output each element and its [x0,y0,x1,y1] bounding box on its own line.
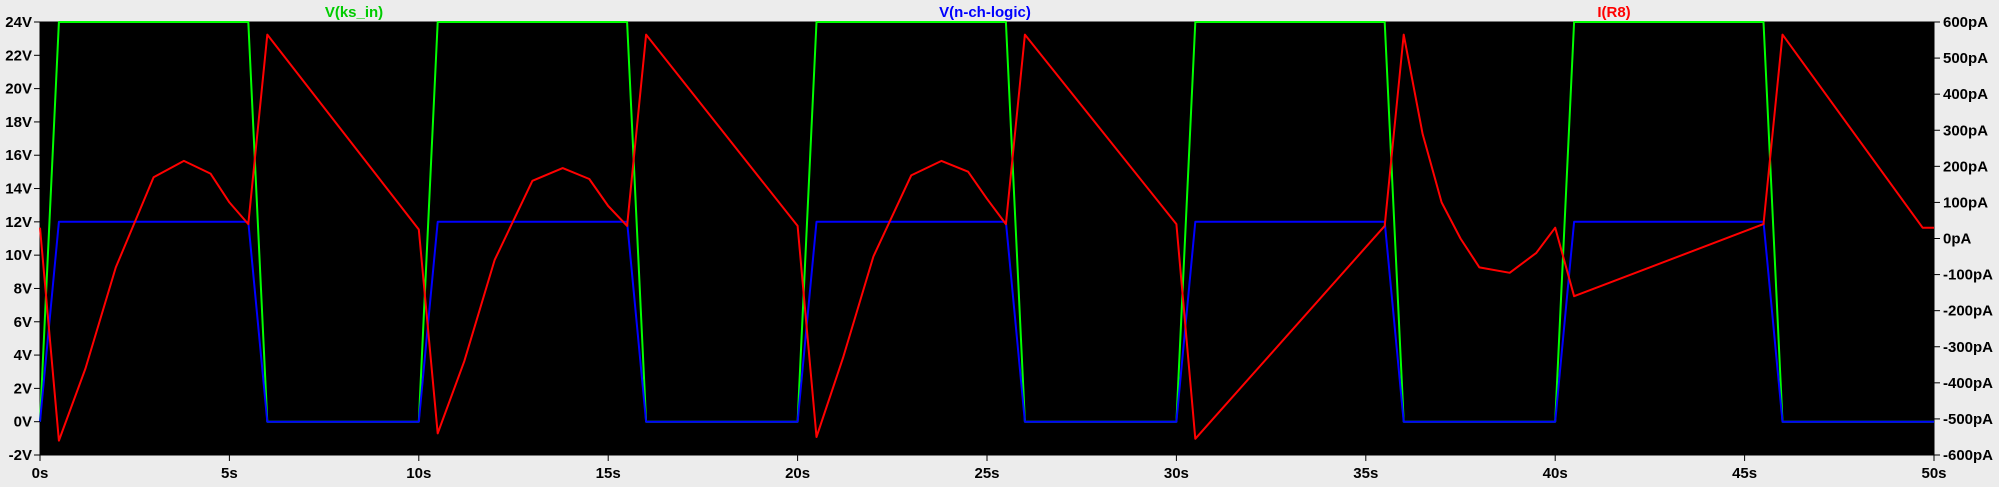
bottom-tick-label: 50s [1921,465,1946,482]
left-tick-label: 18V [5,114,32,131]
plot-area[interactable] [39,21,1935,456]
right-tick-label: 400pA [1943,86,1988,103]
legend-label-v-ks-in[interactable]: V(ks_in) [325,4,383,21]
right-tick-label: 200pA [1943,158,1988,175]
bottom-axis: 0s 5s 10s 15s 20s 25s 30s 35s 40s 45s 50s [32,455,1947,482]
bottom-tick-label: 25s [974,465,999,482]
right-tick-label: -400pA [1943,375,1993,392]
legend: V(ks_in) V(n-ch-logic) I(R8) [325,4,1631,21]
bottom-tick-label: 30s [1164,465,1189,482]
right-axis: -600pA -500pA -400pA -300pA -200pA -100pA 0pA 1… [1934,14,1993,464]
bottom-tick-label: 5s [221,465,238,482]
bottom-tick-label: 45s [1732,465,1757,482]
legend-label-v-n-ch-logic[interactable]: V(n-ch-logic) [939,4,1031,21]
bottom-tick-label: 0s [32,465,49,482]
left-tick-label: 2V [14,380,32,397]
bottom-tick-label: 35s [1353,465,1378,482]
series-layer [39,21,1934,442]
left-tick-label: 10V [5,247,32,264]
left-tick-label: 8V [14,280,32,297]
bottom-tick-label: 15s [596,465,621,482]
right-tick-label: -100pA [1943,267,1993,284]
right-tick-label: -300pA [1943,339,1993,356]
left-tick-label: -2V [9,447,32,464]
right-tick-label: 100pA [1943,194,1988,211]
left-tick-label: 6V [14,314,32,331]
legend-label-i-r8[interactable]: I(R8) [1597,4,1630,21]
right-tick-label: 500pA [1943,50,1988,67]
left-tick-label: 22V [5,47,32,64]
left-tick-label: 4V [14,347,32,364]
left-tick-label: 20V [5,81,32,98]
right-tick-label: 300pA [1943,122,1988,139]
bottom-tick-label: 20s [785,465,810,482]
left-tick-label: 16V [5,147,32,164]
left-tick-label: 0V [14,414,32,431]
right-tick-label: -200pA [1943,303,1993,320]
left-tick-label: 24V [5,14,32,31]
left-axis: -2V 0V 2V 4V 6V 8V 10V 12V 14V 16V 18V 20V 22V 24V [5,14,40,464]
left-tick-label: 12V [5,214,32,231]
right-tick-label: 600pA [1943,14,1988,31]
bottom-tick-label: 10s [406,465,431,482]
left-tick-label: 14V [5,181,32,198]
right-tick-label: -600pA [1943,447,1993,464]
right-tick-label: -500pA [1943,411,1993,428]
series-line-i-r8[interactable] [39,33,1934,442]
right-tick-label: 0pA [1943,231,1972,248]
bottom-tick-label: 40s [1543,465,1568,482]
